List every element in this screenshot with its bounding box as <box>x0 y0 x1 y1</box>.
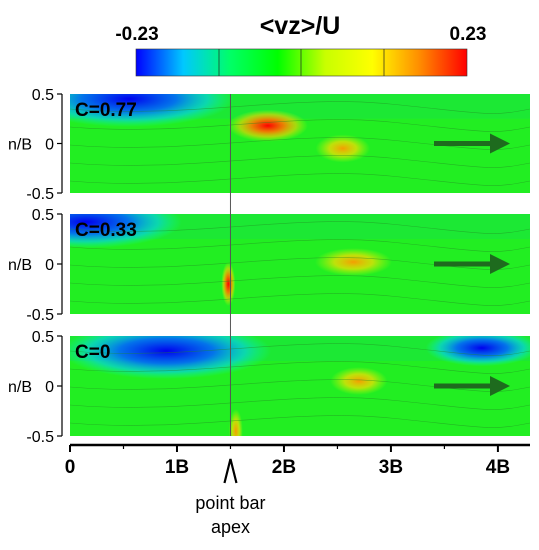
panel-1: C=0.33 <box>70 214 530 314</box>
heatmap-feature <box>315 134 370 163</box>
panel-label: C=0.77 <box>75 100 137 121</box>
heatmap-feature <box>70 94 234 127</box>
y-tick-label: -0.5 <box>26 429 54 446</box>
apex-label-line2: apex <box>211 517 250 537</box>
x-tick-label: 0 <box>65 457 76 478</box>
streamline <box>70 239 530 252</box>
y-tick-label: 0 <box>45 257 54 274</box>
y-axis-label: n/B <box>8 137 32 154</box>
streamline <box>70 155 530 168</box>
x-tick-label: 4B <box>486 457 510 478</box>
streamline <box>70 293 530 306</box>
y-tick-label: 0.5 <box>32 87 54 104</box>
y-axes: 0.5 0 -0.5 n/B 0.5 0 -0.5 n/B 0.5 0 -0.5 n/B <box>8 87 63 446</box>
colorbar-gradient <box>135 48 468 77</box>
heatmap-feature <box>221 262 236 306</box>
panel-label: C=0.33 <box>75 220 137 241</box>
colorbar-title: <vz>/U <box>260 12 341 40</box>
streamline <box>70 397 530 410</box>
streamline <box>70 415 530 428</box>
streamline <box>70 343 530 356</box>
heatmap-feature <box>70 336 272 379</box>
y-axis-label: n/B <box>8 379 32 396</box>
streamline <box>70 275 530 288</box>
panel-label: C=0 <box>75 342 110 363</box>
colorbar-max-label: 0.23 <box>450 24 487 45</box>
streamline <box>70 221 530 234</box>
panel-0: C=0.77 <box>70 94 530 193</box>
streamline <box>70 361 530 374</box>
heatmap-feature <box>228 409 243 436</box>
heatmap-feature <box>330 367 388 395</box>
y-tick-label: 0 <box>45 379 54 396</box>
y-tick-label: 0.5 <box>32 329 54 346</box>
colorbar-min-label: -0.23 <box>115 24 158 45</box>
x-axis: 0 1B 2B 3B 4B <box>65 443 530 478</box>
y-tick-label: -0.5 <box>26 186 54 203</box>
panels: C=0.77 C=0.33 C=0 <box>70 94 530 436</box>
x-tick-label: 2B <box>272 457 296 478</box>
apex-annotation: point bar apex <box>195 458 265 537</box>
streamline <box>70 119 530 132</box>
streamline <box>70 173 530 186</box>
streamline <box>70 101 530 114</box>
x-tick-label: 1B <box>165 457 189 478</box>
x-tick-label: 3B <box>379 457 403 478</box>
panel-2: C=0 <box>70 336 530 436</box>
heatmap-feature <box>227 109 308 142</box>
y-tick-label: 0 <box>45 137 54 154</box>
y-tick-label: -0.5 <box>26 307 54 324</box>
y-tick-label: 0.5 <box>32 207 54 224</box>
colorbar: <vz>/U -0.23 0.23 <box>115 12 487 77</box>
y-axis-label: n/B <box>8 257 32 274</box>
heatmap-feature <box>425 336 530 367</box>
apex-label-line1: point bar <box>195 493 265 513</box>
apex-caret <box>223 458 238 484</box>
heatmap-feature <box>315 248 392 276</box>
